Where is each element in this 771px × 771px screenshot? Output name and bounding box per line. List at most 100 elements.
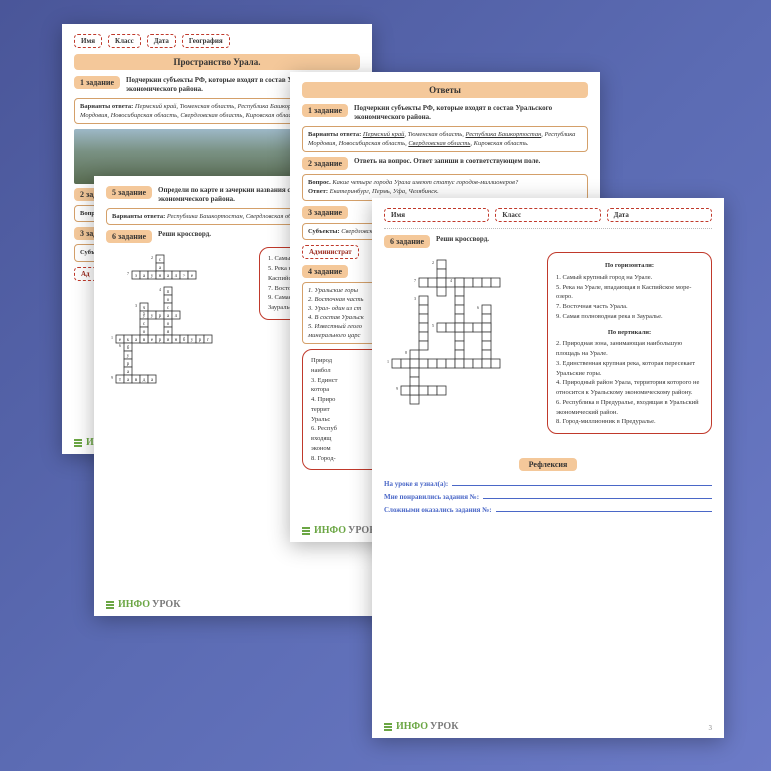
logo-bars-icon	[74, 439, 82, 447]
svg-text:1: 1	[387, 359, 389, 364]
logo-text-grey: УРОК	[430, 721, 458, 732]
a-label: Ответ:	[308, 188, 328, 195]
brand-logo: ИНФОУРОК	[384, 721, 458, 732]
q-label: Вопрос.	[308, 179, 331, 186]
header-row: Имя Класс Дата	[384, 208, 712, 222]
q-text: Какие четыре города Урала имеют статус г…	[332, 179, 518, 186]
svg-text:б: б	[183, 338, 186, 343]
svg-text:6: 6	[477, 305, 479, 310]
underline	[496, 504, 712, 512]
qa-box: Вопрос. Какие четыре города Урала имеют …	[302, 174, 588, 200]
task-badge: 5 задание	[106, 186, 152, 199]
a-text: Екатеринбург, Пермь, Уфа, Челябинск.	[330, 188, 439, 195]
options-box: Варианты ответа: Пермский край, Тюменска…	[302, 126, 588, 152]
reflection-line: На уроке я узнал(а):	[384, 478, 712, 488]
svg-text:н: н	[159, 274, 162, 279]
task-badge: 4 задание	[302, 265, 348, 278]
logo-text-green: ИНФО	[118, 599, 150, 610]
answers-title: Ответы	[302, 82, 588, 98]
svg-text:3: 3	[414, 296, 416, 301]
subj-label: Субъекты:	[308, 228, 340, 235]
svg-text:5: 5	[143, 311, 145, 316]
task-badge: 1 задание	[74, 76, 120, 89]
svg-text:2: 2	[432, 260, 434, 265]
field-name: Имя	[384, 208, 489, 222]
task-text: Ответь на вопрос. Ответ запиши в соответ…	[354, 157, 588, 166]
task-6: 6 задание Реши кроссворд.	[384, 235, 712, 248]
task-badge: 3 задание	[302, 206, 348, 219]
reflection-line: Мне понравились задания №:	[384, 491, 712, 501]
field-name: Имя	[74, 34, 102, 48]
task-badge: 2 задание	[302, 157, 348, 170]
underline	[483, 491, 712, 499]
svg-text:4: 4	[159, 287, 161, 292]
clue-heading-v: По вертикали:	[556, 328, 703, 338]
svg-text:и: и	[167, 338, 170, 343]
svg-text:4: 4	[450, 278, 452, 283]
clue-h: 7. Восточная часть Урала.	[556, 302, 703, 312]
task-badge: 6 задание	[384, 235, 430, 248]
refl-label: На уроке я узнал(а):	[384, 480, 448, 488]
clue-v: 8. Город-миллионник в Предуралье.	[556, 417, 703, 427]
svg-text:7: 7	[127, 271, 129, 276]
svg-text:8: 8	[405, 350, 407, 355]
field-class: Класс	[108, 34, 141, 48]
svg-text:9: 9	[396, 386, 398, 391]
crossword-section: 2 7 4 3 5 6 1 8 9 По горизонтали: 1. Самый крупн…	[384, 252, 712, 452]
clue-v: 6. Республика в Предуралье, входящая в У…	[556, 398, 703, 418]
admin-label: Администрат	[302, 245, 359, 259]
svg-text:7: 7	[414, 278, 416, 283]
clue-h: 5. Река на Урале, впадающая в Каспийское…	[556, 283, 703, 303]
svg-text:9: 9	[111, 375, 113, 380]
clue-h: 9. Самая полноводная река в Зауралье.	[556, 312, 703, 322]
task-text: Подчеркни субъекты РФ, которые входят в …	[354, 104, 588, 122]
logo-text-green: ИНФО	[396, 721, 428, 732]
logo-bars-icon	[302, 527, 310, 535]
svg-text:1: 1	[111, 335, 113, 340]
options-label: Варианты ответа:	[80, 103, 133, 110]
task-1: 1 задание Подчеркни субъекты РФ, которые…	[302, 104, 588, 122]
refl-label: Мне понравились задания №:	[384, 493, 479, 501]
page-title: Пространство Урала.	[74, 54, 360, 70]
underline	[452, 478, 712, 486]
svg-text:п: п	[167, 290, 170, 295]
logo-text-grey: УРОК	[152, 599, 180, 610]
crossword-grid-empty: 2 7 4 3 5 6 1 8 9	[384, 252, 539, 452]
task-badge: 1 задание	[302, 104, 348, 117]
logo-bars-icon	[106, 601, 114, 609]
refl-label: Сложными оказались задания №:	[384, 506, 492, 514]
field-date: Дата	[147, 34, 176, 48]
header-row: Имя Класс Дата География	[74, 34, 360, 48]
svg-text:б: б	[127, 346, 130, 351]
svg-text:5: 5	[432, 323, 434, 328]
reflection-line: Сложными оказались задания №:	[384, 504, 712, 514]
clue-heading-h: По горизонтали:	[556, 261, 703, 271]
task-badge: 6 задание	[106, 230, 152, 243]
brand-logo: ИНФОУРОК	[106, 599, 180, 610]
worksheet-page-4: Имя Класс Дата 6 задание Реши кроссворд.…	[372, 198, 724, 738]
page-number: 3	[709, 724, 713, 732]
field-subject: География	[182, 34, 230, 48]
options-label: Варианты ответа:	[112, 213, 165, 220]
clue-box: По горизонтали: 1. Самый крупный город н…	[547, 252, 712, 434]
reflection-title: Рефлексия	[519, 458, 578, 471]
clue-v: 3. Единственная крупная река, которая пе…	[556, 359, 703, 379]
field-date: Дата	[607, 208, 712, 222]
svg-text:г: г	[207, 338, 209, 343]
clue-h: 1. Самый крупный город на Урале.	[556, 273, 703, 283]
brand-logo: ИНФОУРОК	[302, 525, 376, 536]
task-text: Реши кроссворд.	[436, 235, 712, 244]
clue-v: 4. Природный район Урала, территория кот…	[556, 378, 703, 398]
clue-v: 2. Природная зона, занимающая наибольшую…	[556, 339, 703, 359]
svg-text:3: 3	[135, 303, 137, 308]
options-label: Варианты ответа:	[308, 131, 361, 138]
logo-text-green: ИНФО	[314, 525, 346, 536]
svg-text:2: 2	[151, 255, 153, 260]
svg-text:д: д	[143, 378, 146, 383]
svg-text:з: з	[135, 274, 137, 279]
svg-text:6: 6	[119, 343, 121, 348]
task-2: 2 задание Ответь на вопрос. Ответ запиши…	[302, 157, 588, 170]
svg-text:>: >	[183, 274, 186, 279]
field-class: Класс	[495, 208, 600, 222]
logo-bars-icon	[384, 723, 392, 731]
